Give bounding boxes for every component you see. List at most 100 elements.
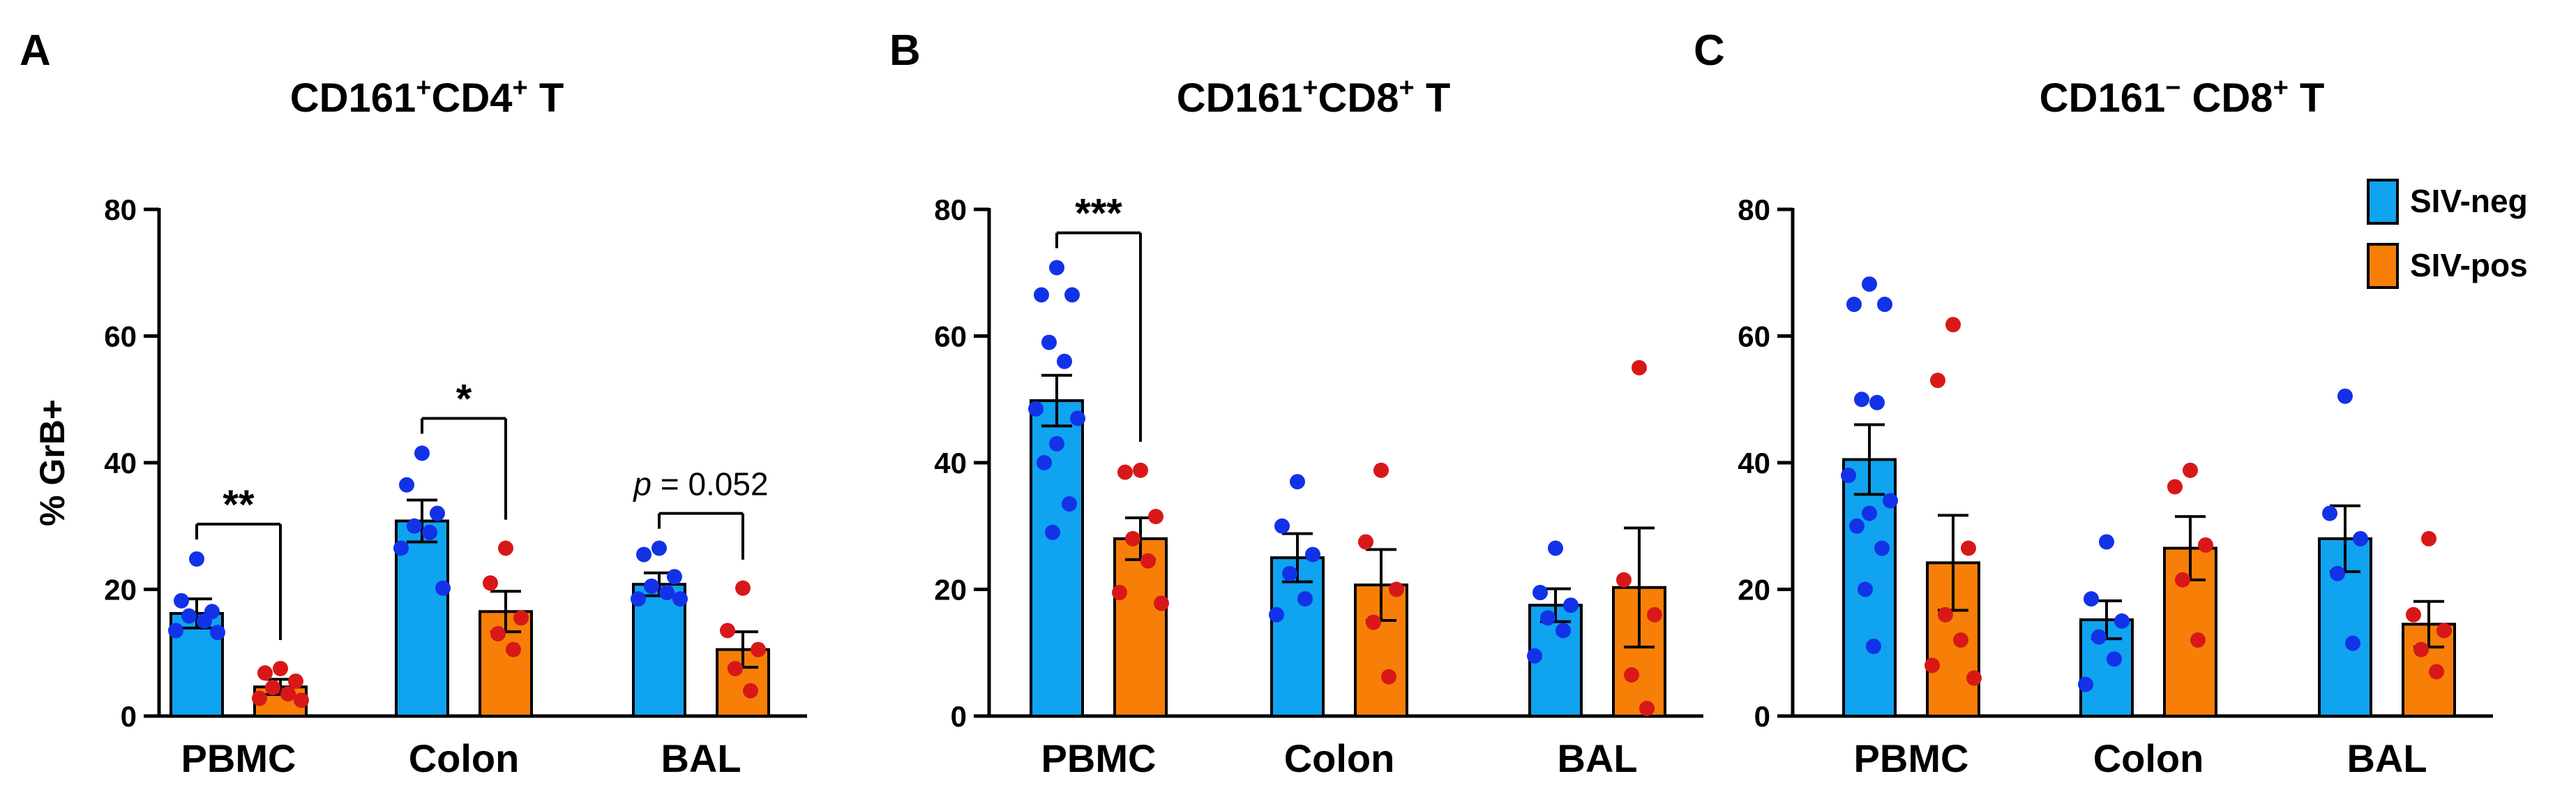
data-point-neg [1274, 518, 1290, 534]
data-point-neg [430, 505, 445, 521]
data-point-pos [1389, 581, 1404, 597]
data-point-neg [2337, 388, 2353, 404]
data-point-pos [1647, 606, 1662, 623]
x-tick-label: Colon [409, 736, 520, 780]
y-tick-label: 0 [121, 700, 137, 733]
data-point-neg [1862, 276, 1877, 292]
data-point-pos [288, 673, 303, 690]
significance-stars: ** [223, 482, 255, 528]
panel-letter: C [1694, 27, 1725, 75]
legend-label-neg: SIV-neg [2410, 183, 2528, 219]
data-point-pos [1961, 540, 1976, 556]
data-point-neg [1854, 392, 1869, 408]
y-tick-label: 20 [104, 574, 137, 606]
data-point-neg [2084, 591, 2099, 607]
title-segment: CD161 [290, 75, 416, 121]
data-point-neg [2099, 534, 2114, 550]
y-tick-label: 20 [1738, 574, 1770, 606]
legend: SIV-neg SIV-pos [2367, 179, 2528, 289]
data-point-neg [393, 540, 409, 556]
data-point-pos [728, 660, 743, 676]
data-point-pos [252, 690, 267, 706]
title-segment: CD8 [1318, 75, 1399, 121]
data-point-pos [1639, 701, 1655, 717]
x-tick-label: BAL [2347, 736, 2427, 780]
bar-neg [1270, 556, 1325, 717]
panel-title: CD161+CD8+ T [1177, 73, 1451, 121]
title-superscript: + [513, 73, 528, 103]
data-point-neg [1057, 353, 1072, 369]
bar-neg [632, 583, 686, 717]
data-point-pos [1125, 530, 1140, 546]
data-point-neg [1877, 297, 1892, 313]
bar-neg [1030, 399, 1084, 717]
data-point-pos [498, 540, 513, 556]
data-point-neg [2091, 629, 2107, 645]
legend-swatch-pos [2367, 243, 2399, 289]
data-point-pos [1117, 464, 1133, 480]
data-point-neg [1548, 540, 1563, 556]
data-point-neg [1874, 540, 1890, 556]
title-segment: CD161 [2040, 75, 2166, 121]
data-point-neg [1028, 401, 1044, 417]
data-point-neg [1846, 297, 1862, 313]
data-point-pos [2183, 462, 2198, 478]
title-segment: CD4 [431, 75, 512, 121]
data-point-pos [1154, 595, 1169, 611]
data-point-pos [720, 623, 735, 639]
data-point-neg [2107, 651, 2122, 667]
data-point-pos [1632, 359, 1647, 375]
data-point-pos [1373, 462, 1389, 478]
data-point-neg [414, 445, 430, 461]
data-point-pos [2429, 664, 2444, 680]
data-point-neg [1041, 334, 1057, 350]
y-tick-label: 80 [104, 193, 137, 226]
data-point-neg [1527, 648, 1542, 664]
title-superscript: − [2165, 73, 2180, 103]
legend-swatch-neg [2367, 179, 2399, 225]
data-point-neg [1305, 546, 1320, 563]
data-point-pos [1616, 572, 1632, 588]
data-point-neg [2114, 613, 2130, 629]
data-point-neg [672, 591, 688, 607]
p-value: = 0.052 [661, 466, 769, 502]
p-value-label: p = 0.052 [632, 466, 768, 502]
data-point-pos [1966, 670, 1982, 686]
data-point-neg [1297, 591, 1313, 607]
panel-c: C CD161− CD8+ T 0 20 40 60 80 PBMC Colon BAL [1694, 27, 2493, 780]
data-point-neg [651, 540, 667, 556]
data-point-pos [1381, 669, 1396, 685]
title-segment: CD161 [1177, 75, 1303, 121]
data-point-neg [1869, 394, 1885, 410]
data-point-neg [1841, 468, 1856, 484]
data-point-neg [1866, 639, 1881, 655]
data-point-pos [1925, 657, 1940, 673]
data-point-pos [280, 686, 296, 702]
x-tick-label: PBMC [181, 736, 296, 780]
y-tick-label: 60 [934, 320, 967, 353]
panel-title: CD161+CD4+ T [290, 73, 564, 121]
data-point-pos [1148, 509, 1163, 525]
x-tick-label: PBMC [1854, 736, 1969, 780]
data-point-neg [1282, 565, 1297, 581]
x-tick-label: PBMC [1041, 736, 1157, 780]
data-point-neg [1062, 496, 1077, 512]
panel-letter: B [889, 27, 921, 75]
data-point-pos [273, 660, 288, 676]
data-point-neg [1290, 474, 1305, 490]
bar-pos [2402, 623, 2456, 717]
x-tick-label: BAL [661, 736, 741, 780]
x-tick-label: BAL [1557, 736, 1637, 780]
data-point-neg [644, 578, 659, 594]
data-point-pos [1366, 614, 1381, 630]
data-point-pos [294, 692, 309, 708]
data-point-pos [1945, 317, 1961, 333]
data-point-neg [1045, 524, 1060, 540]
x-tick-label: Colon [1284, 736, 1395, 780]
data-point-neg [636, 546, 651, 563]
data-point-neg [181, 608, 197, 624]
significance-stars: *** [1075, 191, 1122, 237]
